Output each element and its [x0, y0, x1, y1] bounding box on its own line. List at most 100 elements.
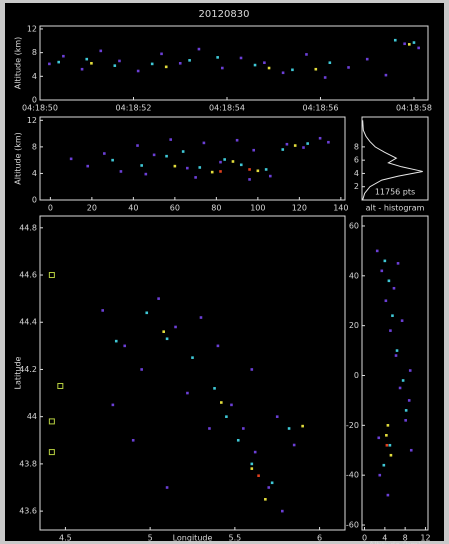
x-tick-label: 0 — [362, 534, 367, 543]
point — [85, 58, 88, 61]
point — [48, 63, 51, 66]
point — [165, 155, 168, 158]
point — [408, 43, 411, 46]
point — [396, 349, 399, 352]
point — [401, 319, 404, 322]
y-tick-label: 60 — [349, 221, 359, 230]
y-tick-label: -60 — [346, 521, 359, 530]
point — [387, 424, 390, 427]
point — [194, 176, 197, 179]
point — [381, 270, 384, 273]
x-tick-label: 12 — [420, 534, 430, 543]
point — [103, 152, 106, 155]
y-tick-label: 40 — [349, 271, 359, 280]
point — [254, 451, 257, 454]
point — [327, 141, 330, 144]
point — [165, 66, 168, 69]
point — [240, 57, 243, 60]
point — [288, 427, 291, 430]
point — [174, 165, 177, 168]
point — [248, 178, 251, 181]
x-tick-label: 120 — [292, 204, 307, 213]
point — [302, 146, 305, 149]
point — [137, 70, 140, 73]
point — [410, 449, 413, 452]
point — [62, 55, 65, 58]
point — [383, 464, 386, 467]
point — [389, 329, 392, 332]
point — [281, 148, 284, 151]
y-tick-label: 8 — [354, 142, 359, 151]
point — [306, 142, 309, 145]
point — [347, 66, 350, 69]
point — [213, 387, 216, 390]
point — [252, 149, 255, 152]
x-tick-label: 6 — [317, 534, 322, 543]
point — [413, 41, 416, 44]
x-tick-label: 140 — [333, 204, 348, 213]
y-tick-label: 0 — [32, 196, 37, 205]
point — [166, 337, 169, 340]
point — [315, 68, 318, 71]
point — [217, 345, 220, 348]
point — [120, 170, 123, 173]
point — [57, 61, 60, 64]
point — [393, 287, 396, 290]
y-tick-label: -40 — [346, 471, 359, 480]
y-tick-label: 44 — [27, 412, 37, 421]
point — [265, 168, 268, 171]
point — [378, 474, 381, 477]
point — [236, 139, 239, 142]
figure: 20120830 04:18:5004:18:5204:18:5404:18:5… — [0, 0, 449, 544]
point — [211, 171, 214, 174]
point — [376, 250, 379, 253]
point — [267, 486, 270, 489]
point — [174, 326, 177, 329]
point — [389, 444, 392, 447]
point — [115, 340, 118, 343]
point — [264, 498, 267, 501]
point — [399, 387, 402, 390]
point — [132, 439, 135, 442]
point — [397, 262, 400, 265]
y-tick-label: 0 — [32, 96, 37, 105]
point — [186, 392, 189, 395]
point — [123, 345, 126, 348]
point — [70, 158, 73, 161]
point — [301, 425, 304, 428]
y-tick-label: 2 — [354, 182, 359, 191]
point — [221, 67, 224, 70]
point — [291, 69, 294, 72]
point — [408, 399, 411, 402]
point — [118, 60, 121, 63]
point — [169, 138, 172, 141]
point — [417, 47, 420, 50]
point — [276, 415, 279, 418]
point — [219, 161, 222, 164]
point — [203, 142, 206, 145]
point — [251, 463, 254, 466]
point — [404, 419, 407, 422]
y-tick-label: 44.6 — [19, 271, 37, 280]
point — [286, 143, 289, 146]
point — [160, 53, 163, 56]
point — [186, 167, 189, 170]
point — [191, 356, 194, 359]
point — [99, 50, 102, 53]
point — [111, 159, 114, 162]
y-tick-label: 8 — [32, 142, 37, 151]
point — [86, 165, 89, 168]
point — [140, 164, 143, 167]
x-tick-label: 0 — [48, 204, 53, 213]
point — [251, 368, 254, 371]
y-tick-label: 4 — [32, 72, 37, 81]
point — [140, 368, 143, 371]
y-tick-label: -20 — [346, 421, 359, 430]
point — [257, 474, 260, 477]
point — [162, 330, 165, 333]
point — [402, 379, 405, 382]
x-tick-label: 4.5 — [59, 534, 72, 543]
y-tick-label: 44.8 — [19, 223, 37, 232]
point — [395, 354, 398, 357]
point — [90, 62, 93, 65]
